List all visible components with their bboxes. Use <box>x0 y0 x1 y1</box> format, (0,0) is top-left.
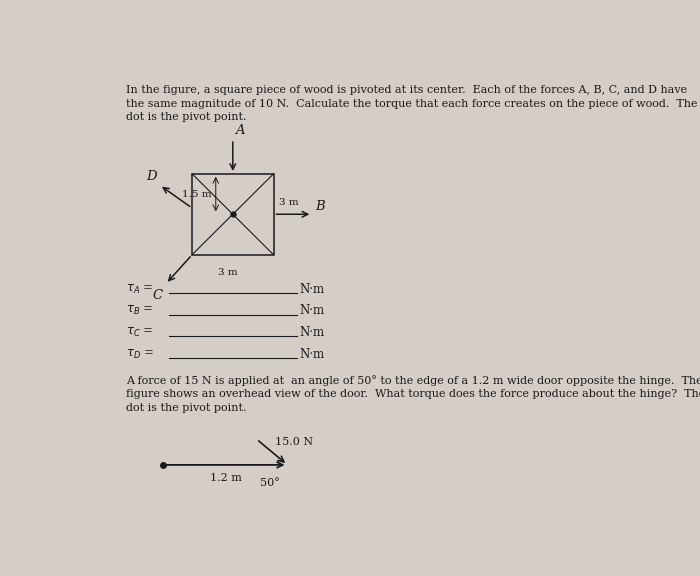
Text: N·m: N·m <box>300 347 325 361</box>
Text: $\tau_{D}$ =: $\tau_{D}$ = <box>126 347 155 361</box>
Text: dot is the pivot point.: dot is the pivot point. <box>126 403 246 412</box>
Text: $\tau_{B}$ =: $\tau_{B}$ = <box>126 304 154 317</box>
Text: A: A <box>235 124 245 137</box>
Text: figure shows an overhead view of the door.  What torque does the force produce a: figure shows an overhead view of the doo… <box>126 389 700 399</box>
Text: $\tau_{C}$ =: $\tau_{C}$ = <box>126 326 154 339</box>
Text: C: C <box>153 289 162 302</box>
Text: N·m: N·m <box>300 326 325 339</box>
Text: A force of 15 N is applied at  an angle of 50° to the edge of a 1.2 m wide door : A force of 15 N is applied at an angle o… <box>126 376 700 386</box>
Text: the same magnitude of 10 N.  Calculate the torque that each force creates on the: the same magnitude of 10 N. Calculate th… <box>126 98 698 109</box>
Text: N·m: N·m <box>300 283 325 296</box>
Text: 50°: 50° <box>260 478 279 488</box>
Text: 1.2 m: 1.2 m <box>209 472 241 483</box>
Text: B: B <box>315 200 325 213</box>
Text: 3 m: 3 m <box>218 268 238 277</box>
Text: In the figure, a square piece of wood is pivoted at its center.  Each of the for: In the figure, a square piece of wood is… <box>126 85 687 95</box>
Text: 1.5 m: 1.5 m <box>183 190 212 199</box>
Text: dot is the pivot point.: dot is the pivot point. <box>126 112 246 122</box>
Text: N·m: N·m <box>300 304 325 317</box>
Text: D: D <box>146 170 157 184</box>
Text: $\tau_{A}$ =: $\tau_{A}$ = <box>126 283 154 296</box>
Text: 3 m: 3 m <box>279 198 298 207</box>
Text: 15.0 N: 15.0 N <box>275 437 313 448</box>
